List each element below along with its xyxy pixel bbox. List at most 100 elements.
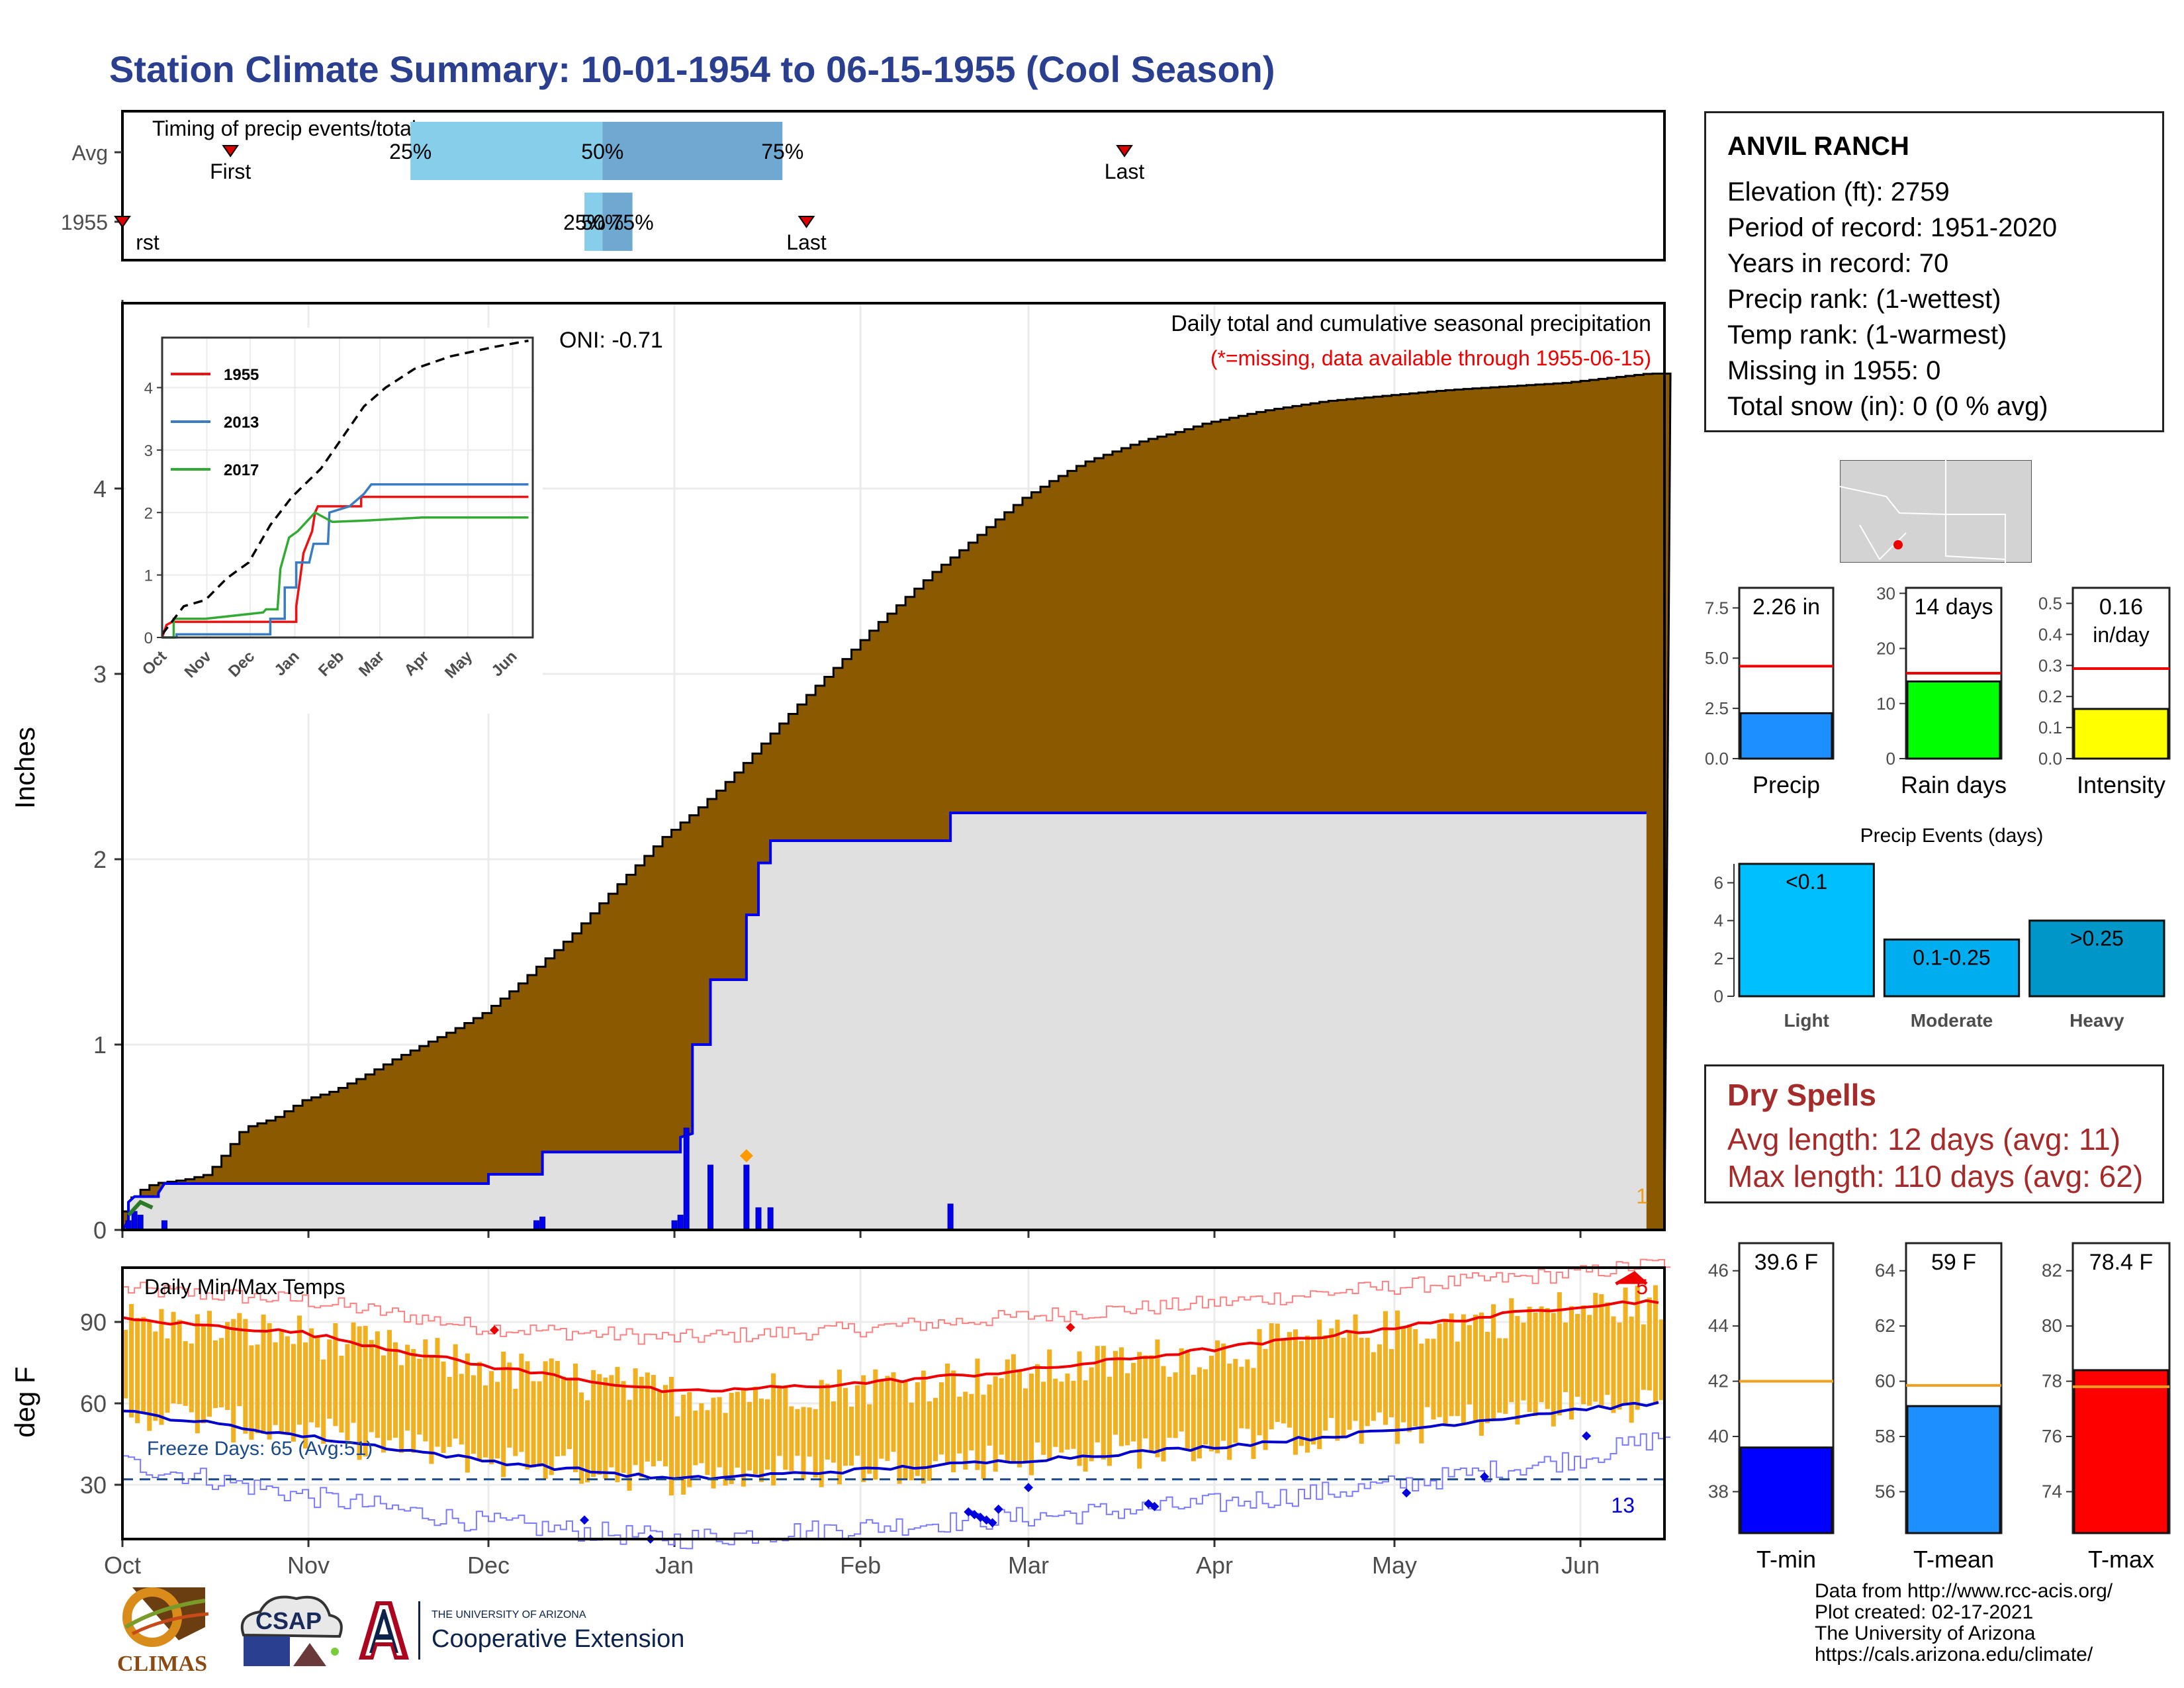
record-high-marker bbox=[1066, 1323, 1075, 1333]
daily-temp-bar bbox=[723, 1413, 728, 1486]
temps-x-tick-label: May bbox=[1372, 1552, 1417, 1579]
daily-temp-bar bbox=[819, 1380, 824, 1487]
timing-p75-label: 75% bbox=[761, 140, 803, 164]
dry-spells-box: Dry Spells Avg length: 12 days (avg: 11)… bbox=[1704, 1064, 2164, 1203]
daily-precip-bar bbox=[539, 1216, 546, 1231]
daily-temp-bar bbox=[1221, 1343, 1226, 1441]
summary-category-label: T-min bbox=[1756, 1546, 1816, 1573]
timing-50-75-bar bbox=[602, 122, 783, 180]
daily-temp-bar bbox=[1388, 1348, 1394, 1418]
timing-first-label: rst bbox=[136, 230, 159, 254]
summary-y-tick-label: 56 bbox=[1875, 1481, 1895, 1501]
temps-title: Daily Min/Max Temps bbox=[144, 1275, 345, 1299]
daily-temp-bar bbox=[1143, 1355, 1148, 1438]
daily-temp-bar bbox=[921, 1370, 926, 1484]
daily-temp-bar bbox=[453, 1344, 458, 1439]
daily-temp-bar bbox=[885, 1376, 890, 1461]
daily-temp-bar bbox=[1437, 1323, 1442, 1417]
daily-temp-bar bbox=[441, 1361, 446, 1453]
daily-temp-bar bbox=[1077, 1351, 1082, 1466]
inset-series-2017 bbox=[162, 511, 529, 639]
daily-temp-bar bbox=[333, 1323, 338, 1427]
daily-temp-bar bbox=[1089, 1367, 1094, 1462]
daily-temp-bar bbox=[273, 1342, 278, 1425]
daily-precip-bar bbox=[947, 1203, 954, 1231]
daily-temp-bar bbox=[987, 1384, 992, 1446]
daily-temp-bar bbox=[621, 1381, 626, 1473]
daily-temp-bar bbox=[681, 1394, 686, 1495]
daily-temp-bar bbox=[1443, 1319, 1448, 1424]
daily-temp-bar bbox=[1365, 1337, 1370, 1427]
timing-p50-label: 50% bbox=[581, 140, 623, 164]
daily-temp-bar bbox=[861, 1375, 866, 1482]
daily-temp-bar bbox=[291, 1344, 296, 1442]
summary-y-tick-label: 0 bbox=[1886, 749, 1895, 769]
daily-temp-bar bbox=[609, 1375, 614, 1468]
daily-temp-bar bbox=[585, 1400, 590, 1483]
timing-last-marker bbox=[1116, 145, 1133, 158]
precip-y-axis-label: Inches bbox=[9, 727, 40, 809]
daily-temp-bar bbox=[1509, 1298, 1514, 1403]
station-period: Period of record: 1951-2020 bbox=[1727, 213, 2058, 242]
summary-bar bbox=[2073, 708, 2169, 760]
precip-events-y-tick-label: 2 bbox=[1714, 949, 1723, 968]
daily-temp-bar bbox=[1329, 1328, 1334, 1419]
daily-temp-bar bbox=[1611, 1316, 1616, 1413]
temps-plot-frame bbox=[121, 1266, 1666, 1540]
summary-y-tick-label: 5.0 bbox=[1705, 648, 1729, 668]
timing-last-label: Last bbox=[786, 230, 827, 254]
daily-temp-bar bbox=[435, 1338, 440, 1447]
station-temp-rank: Temp rank: (1-warmest) bbox=[1727, 320, 2007, 350]
summary-y-tick-label: 62 bbox=[1875, 1315, 1895, 1336]
daily-temp-bar bbox=[1557, 1292, 1562, 1416]
csap-logo-text: CSAP bbox=[255, 1607, 322, 1634]
timing-frame bbox=[121, 110, 1666, 261]
daily-temp-bar bbox=[1401, 1327, 1406, 1423]
timing-p25-label: 25% bbox=[389, 140, 432, 164]
daily-temp-bar bbox=[597, 1374, 602, 1475]
daily-temp-bar bbox=[261, 1314, 266, 1434]
daily-temp-bar bbox=[1599, 1294, 1604, 1408]
daily-temp-bar bbox=[1065, 1373, 1070, 1450]
temps-x-tick-label: Nov bbox=[287, 1552, 330, 1579]
daily-temp-bar bbox=[225, 1321, 230, 1411]
daily-temp-bar bbox=[747, 1401, 752, 1471]
daily-temp-bar bbox=[195, 1314, 200, 1434]
timing-p75-label: 75% bbox=[612, 211, 654, 234]
daily-temp-bar bbox=[123, 1329, 128, 1399]
daily-temp-bar bbox=[783, 1387, 788, 1470]
summary-y-tick-label: 10 bbox=[1876, 694, 1895, 714]
daily-temp-bar bbox=[1581, 1305, 1586, 1405]
precip-events-bar bbox=[2028, 919, 2165, 998]
summary-value-label: 39.6 F bbox=[1754, 1250, 1818, 1275]
daily-temp-bar bbox=[189, 1343, 194, 1413]
timing-25-50-bar bbox=[584, 193, 603, 251]
daily-temp-bar bbox=[1407, 1324, 1412, 1432]
daily-temp-bar bbox=[417, 1358, 422, 1435]
temps-x-tick-label: Feb bbox=[840, 1552, 881, 1579]
oni-label: ONI: -0.71 bbox=[559, 328, 663, 353]
daily-temp-bar bbox=[495, 1382, 500, 1459]
daily-temp-bar bbox=[411, 1348, 416, 1453]
inset-y-tick-label: 3 bbox=[144, 442, 153, 460]
daily-temp-bar bbox=[399, 1365, 404, 1453]
summary-value-label: 2.26 in bbox=[1752, 594, 1820, 620]
daily-temp-bar bbox=[489, 1371, 494, 1464]
record-low-marker bbox=[1150, 1501, 1160, 1511]
daily-temp-bar bbox=[705, 1410, 710, 1476]
daily-temp-bar bbox=[392, 1342, 398, 1438]
precip-events-y-tick-label: 6 bbox=[1714, 873, 1723, 893]
station-years: Years in record: 70 bbox=[1727, 249, 1949, 278]
daily-precip-bar bbox=[125, 1220, 132, 1231]
daily-temp-bar bbox=[938, 1382, 944, 1455]
daily-temp-bar bbox=[147, 1321, 152, 1431]
timing-title: Timing of precip events/totals bbox=[152, 117, 427, 140]
daily-temp-bar bbox=[1208, 1356, 1214, 1452]
inset-y-tick-label: 0 bbox=[144, 630, 153, 647]
record-high-count: 5 bbox=[1636, 1275, 1648, 1299]
daily-temp-bar bbox=[662, 1385, 668, 1467]
daily-temp-bar bbox=[879, 1381, 884, 1459]
daily-temp-bar bbox=[807, 1407, 812, 1457]
